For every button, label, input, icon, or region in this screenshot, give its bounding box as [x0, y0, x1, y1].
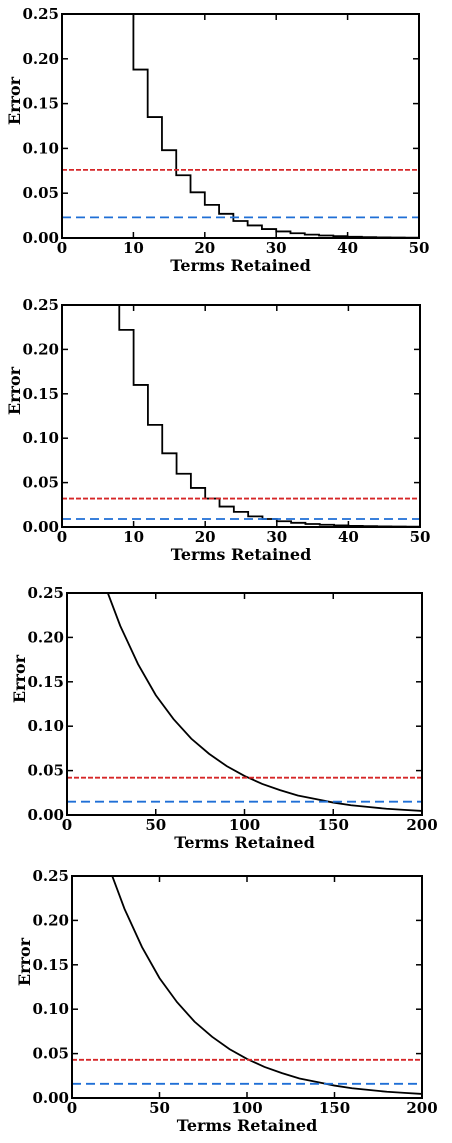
y-tick-label: 0.10 [27, 717, 64, 735]
x-tick-label: 0 [67, 1099, 77, 1117]
y-axis-title: Error [10, 654, 29, 703]
x-tick-label: 150 [318, 816, 349, 834]
x-tick-label: 0 [57, 239, 67, 257]
y-tick-label: 0.20 [32, 911, 69, 929]
error-curve [106, 593, 422, 812]
x-tick-label: 20 [194, 239, 215, 257]
y-tick-label: 0.25 [22, 5, 59, 23]
y-tick-label: 0.15 [27, 673, 64, 691]
y-tick-label: 0.00 [27, 806, 64, 824]
y-tick-label: 0.25 [22, 296, 59, 314]
x-tick-label: 10 [123, 528, 144, 546]
x-tick-label: 0 [57, 528, 67, 546]
chart-panel-3: 0 50 100 150 200 0.00 0.05 0.10 0.15 0.20 0.25 Term… [10, 584, 438, 852]
x-axis-title: Terms Retained [177, 1116, 318, 1135]
error-curve [115, 305, 420, 527]
y-axis-title: Error [15, 937, 34, 986]
x-tick-label: 50 [149, 1099, 170, 1117]
y-tick-label: 0.20 [22, 50, 59, 68]
x-axis-title: Terms Retained [170, 256, 311, 275]
y-tick-label: 0.15 [32, 956, 69, 974]
y-tick-label: 0.10 [22, 429, 59, 447]
x-tick-label: 10 [123, 239, 144, 257]
y-tick-label: 0.10 [32, 1000, 69, 1018]
x-tick-label: 100 [231, 1099, 262, 1117]
x-tick-label: 200 [406, 1099, 437, 1117]
error-curve [111, 876, 422, 1095]
y-tick-label: 0.20 [27, 628, 64, 646]
x-axis-title: Terms Retained [171, 545, 312, 564]
plot-frame [61, 304, 421, 528]
y-tick-label: 0.05 [22, 184, 59, 202]
x-axis-title: Terms Retained [174, 833, 315, 852]
x-tick-label: 0 [62, 816, 72, 834]
x-tick-label: 50 [409, 239, 430, 257]
y-tick-label: 0.20 [22, 340, 59, 358]
plot-frame [61, 13, 420, 239]
x-tick-label: 40 [338, 528, 359, 546]
x-tick-label: 100 [229, 816, 260, 834]
y-tick-label: 0.15 [22, 385, 59, 403]
error-curve [122, 14, 419, 238]
chart-panel-2: 0 10 20 30 40 50 0.00 0.05 0.10 0.15 0.20 0.25 Terms… [5, 296, 430, 564]
x-tick-label: 200 [406, 816, 437, 834]
x-tick-label: 150 [319, 1099, 350, 1117]
y-tick-label: 0.00 [32, 1089, 69, 1107]
y-axis-title: Error [5, 76, 24, 125]
x-tick-label: 50 [145, 816, 166, 834]
x-tick-label: 50 [410, 528, 431, 546]
y-tick-label: 0.00 [22, 518, 59, 536]
y-tick-label: 0.05 [32, 1045, 69, 1063]
y-tick-label: 0.05 [27, 762, 64, 780]
chart-panel-1: 0 10 20 30 40 50 0.00 0.05 0.10 0.15 0.20 0.25 Terms… [5, 5, 429, 275]
chart-panel-4: 0 50 100 150 200 0.00 0.05 0.10 0.15 0.20 0.25 Term… [15, 867, 438, 1135]
x-tick-label: 30 [266, 239, 287, 257]
y-tick-label: 0.25 [32, 867, 69, 885]
x-tick-label: 40 [337, 239, 358, 257]
x-tick-label: 20 [195, 528, 216, 546]
y-tick-label: 0.05 [22, 474, 59, 492]
y-tick-label: 0.25 [27, 584, 64, 602]
y-axis-title: Error [5, 366, 24, 415]
y-tick-label: 0.15 [22, 95, 59, 113]
x-tick-label: 30 [266, 528, 287, 546]
y-tick-label: 0.10 [22, 139, 59, 157]
y-tick-label: 0.00 [22, 229, 59, 247]
